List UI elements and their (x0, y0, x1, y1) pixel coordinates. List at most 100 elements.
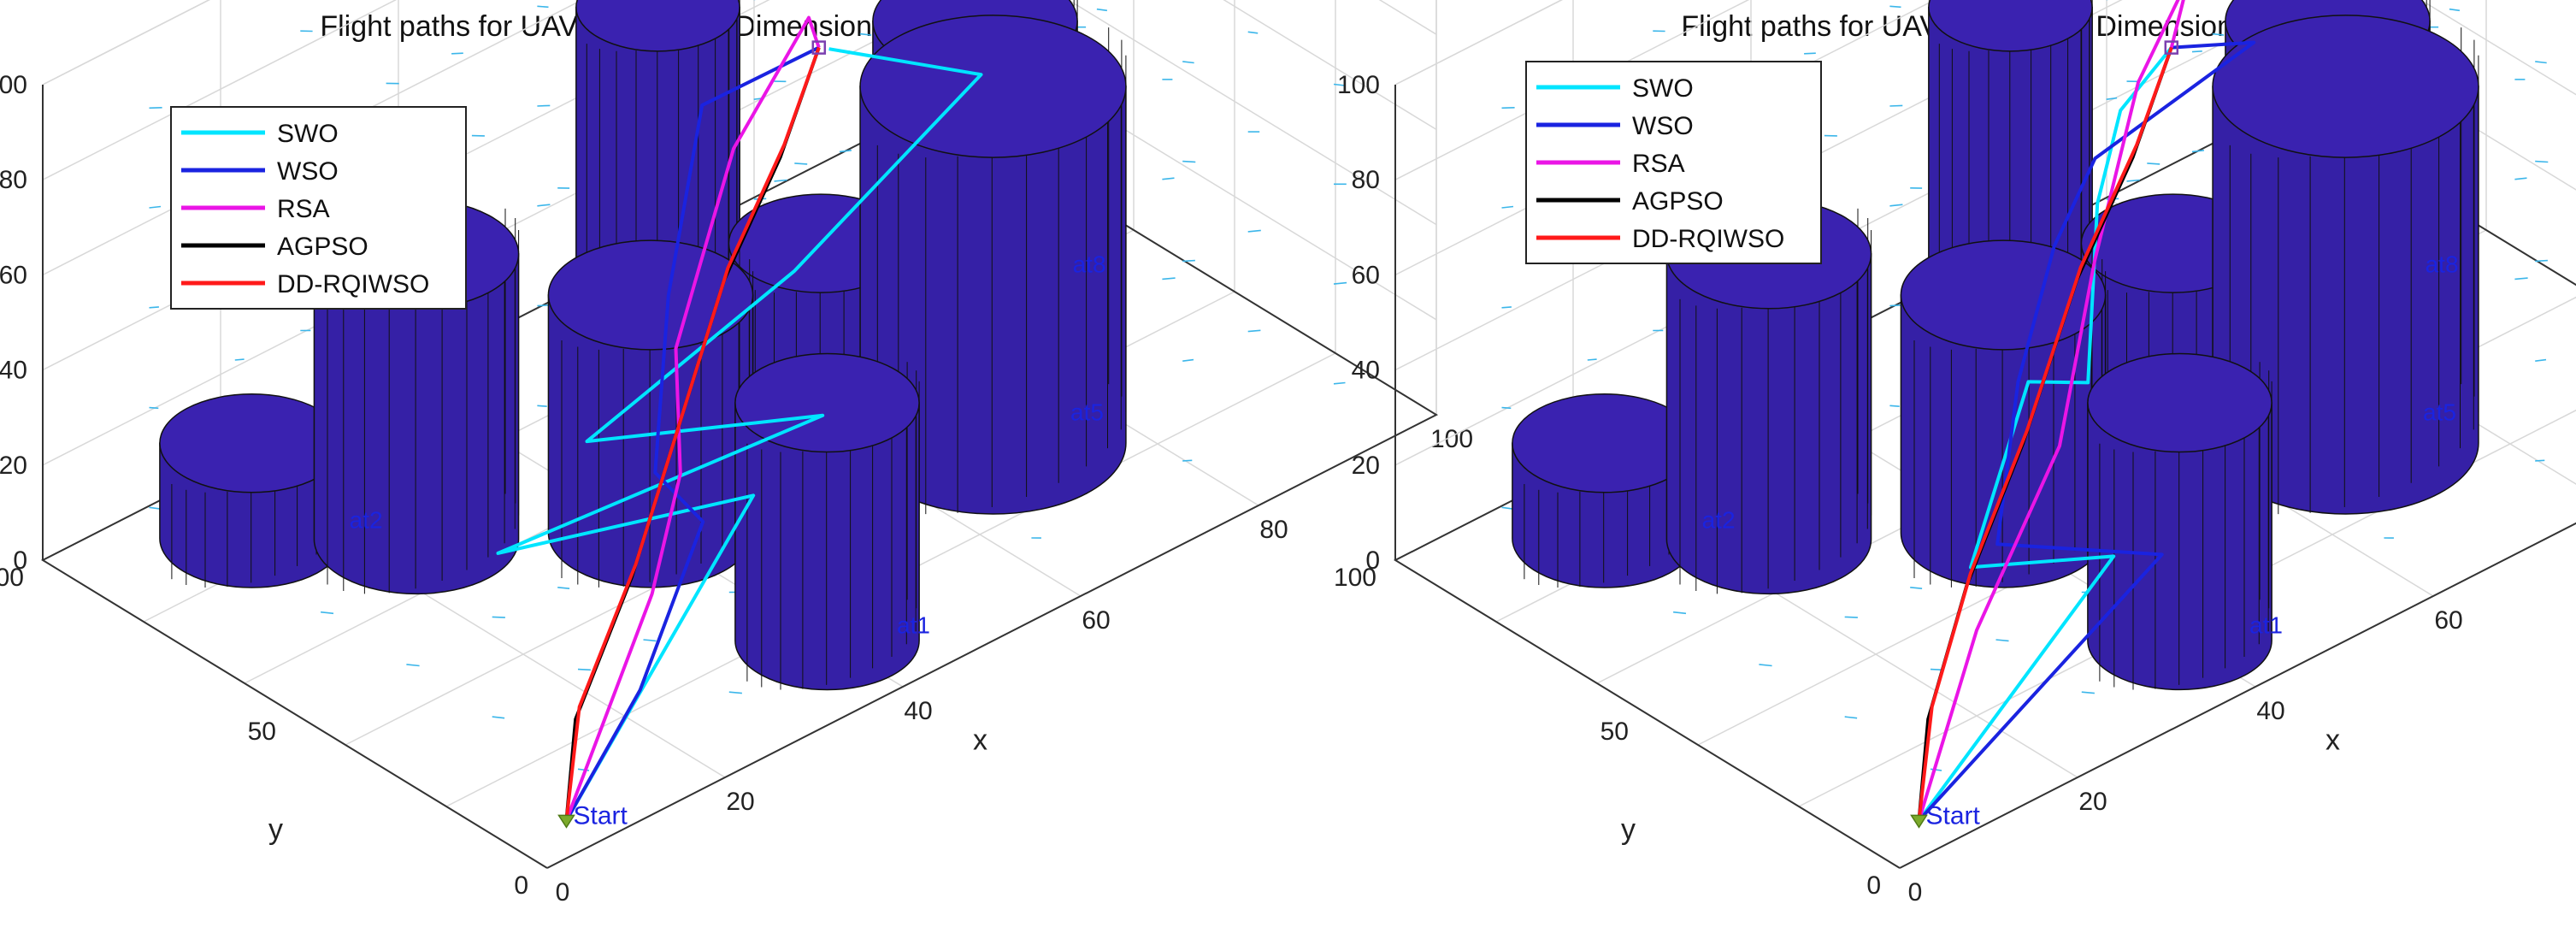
x-tick-label: 40 (2256, 697, 2284, 725)
legend-label-wso: WSO (1632, 112, 1694, 140)
x-tick-label: 60 (1082, 606, 1110, 635)
threat-label-at5: at5 (1070, 399, 1104, 426)
cylinder-top (1928, 0, 2093, 52)
threat-cylinder-threat-d (1900, 239, 2107, 588)
threat-cylinders (1512, 0, 2479, 691)
cylinder-top (734, 352, 920, 453)
wind-arrow (149, 107, 162, 109)
legend-label-agpso: AGPSO (277, 233, 368, 261)
threat-label-at1: at1 (897, 612, 930, 639)
wind-arrow (1247, 329, 1261, 333)
threat-cylinders (159, 0, 1127, 691)
legend-label-dd-rqiwso: DD-RQIWSO (1632, 225, 1784, 253)
wind-arrow (406, 664, 420, 667)
start-label: Start (574, 801, 628, 830)
y-tick-label: 0 (514, 871, 528, 900)
legend-label-wso: WSO (277, 157, 339, 186)
wind-arrow (2191, 150, 2204, 153)
series-line-rsa (1917, 0, 2185, 821)
start-label: Start (1926, 801, 1981, 830)
cylinder-body (2087, 402, 2272, 691)
wind-arrow (1162, 277, 1176, 281)
wind-arrow (2449, 8, 2461, 12)
x-tick-label: 60 (2434, 606, 2462, 635)
legend-label-agpso: AGPSO (1632, 187, 1724, 216)
y-axis-label: y (268, 813, 283, 846)
wind-arrow (1889, 104, 1903, 107)
legend-label-swo: SWO (277, 120, 339, 148)
threat-cylinder-threat-d (547, 239, 754, 588)
wind-arrow (1182, 459, 1193, 462)
wind-arrow (643, 639, 657, 642)
z-tick-label: 60 (1352, 261, 1380, 289)
wind-arrow (1333, 281, 1347, 285)
threat-cylinder-threat-a (159, 393, 345, 588)
wind-arrow (1182, 61, 1194, 64)
start-marker (557, 814, 575, 829)
wind-arrow (2514, 277, 2528, 281)
threat-label-at5: at5 (2423, 399, 2456, 426)
series-line-swo (496, 47, 983, 822)
goal-marker (811, 40, 827, 55)
legend-label-swo: SWO (1632, 74, 1694, 103)
legend-label-rsa: RSA (1632, 150, 1685, 178)
x-axis-label: x (973, 724, 987, 757)
start-marker (1910, 814, 1928, 829)
wind-arrow (149, 205, 162, 209)
wind-arrow (1182, 259, 1195, 263)
wind-arrow (1673, 611, 1687, 615)
cylinder-top (2087, 352, 2272, 453)
wind-arrow (537, 5, 549, 9)
wind-arrow (1889, 5, 1901, 9)
x-tick-label: 80 (1259, 516, 1288, 544)
legend: SWO WSO RSA AGPSO DD-RQIWSO (170, 106, 467, 310)
series-line-wso (1918, 40, 2256, 822)
z-tick-label: 80 (1352, 166, 1380, 194)
wind-arrow (859, 32, 872, 36)
wind-arrow (728, 691, 742, 694)
y-tick-label: 50 (248, 718, 276, 746)
z-tick-label: 80 (0, 166, 27, 194)
y-tick-label: 100 (1334, 564, 1376, 592)
wind-arrow (1247, 31, 1259, 34)
wind-arrow (794, 162, 808, 165)
z-tick-label: 100 (0, 71, 27, 99)
chart-panel-dimension-15: Flight paths for UAV in 3D view, Dimensi… (1334, 0, 2576, 907)
x-axis-label: x (2325, 724, 2340, 757)
z-tick-label: 100 (1337, 71, 1380, 99)
legend-label-rsa: RSA (277, 195, 330, 223)
x-tick-label: 40 (904, 697, 932, 725)
wind-arrow (1889, 204, 1903, 207)
wind-arrow (2535, 459, 2545, 462)
z-tick-label: 0 (13, 546, 27, 575)
wind-arrow (149, 306, 159, 309)
cylinder-top (575, 0, 740, 52)
wind-arrow (149, 506, 160, 510)
wind-arrow (234, 358, 245, 361)
threat-label-at2: at2 (350, 507, 383, 534)
wind-arrow (2191, 50, 2202, 53)
cylinder-top (1900, 239, 2107, 351)
wind-arrow (2535, 259, 2548, 263)
cylinder-body (313, 253, 520, 595)
wind-arrow (1759, 664, 1772, 667)
wind-arrow (1162, 177, 1175, 180)
cylinder-body (1665, 253, 1872, 595)
z-tick-label: 40 (1352, 357, 1380, 385)
wind-arrow (1182, 358, 1194, 362)
wind-arrow (149, 406, 159, 410)
wind-arrow (1501, 406, 1512, 410)
wind-arrow (1501, 107, 1515, 109)
series-line-dd-rqiwso (564, 46, 821, 821)
flight-paths (496, 15, 983, 822)
y-axis-label: y (1621, 813, 1636, 846)
series-line-swo (1917, 46, 2173, 822)
wind-arrow (1333, 381, 1346, 385)
wind-arrow (321, 611, 334, 615)
y-tick-label: 50 (1600, 718, 1629, 746)
y-tick-label: 0 (1866, 871, 1881, 900)
y-tick-label: 100 (0, 564, 24, 592)
gridline (1394, 0, 2123, 371)
wind-arrow (2514, 177, 2527, 180)
